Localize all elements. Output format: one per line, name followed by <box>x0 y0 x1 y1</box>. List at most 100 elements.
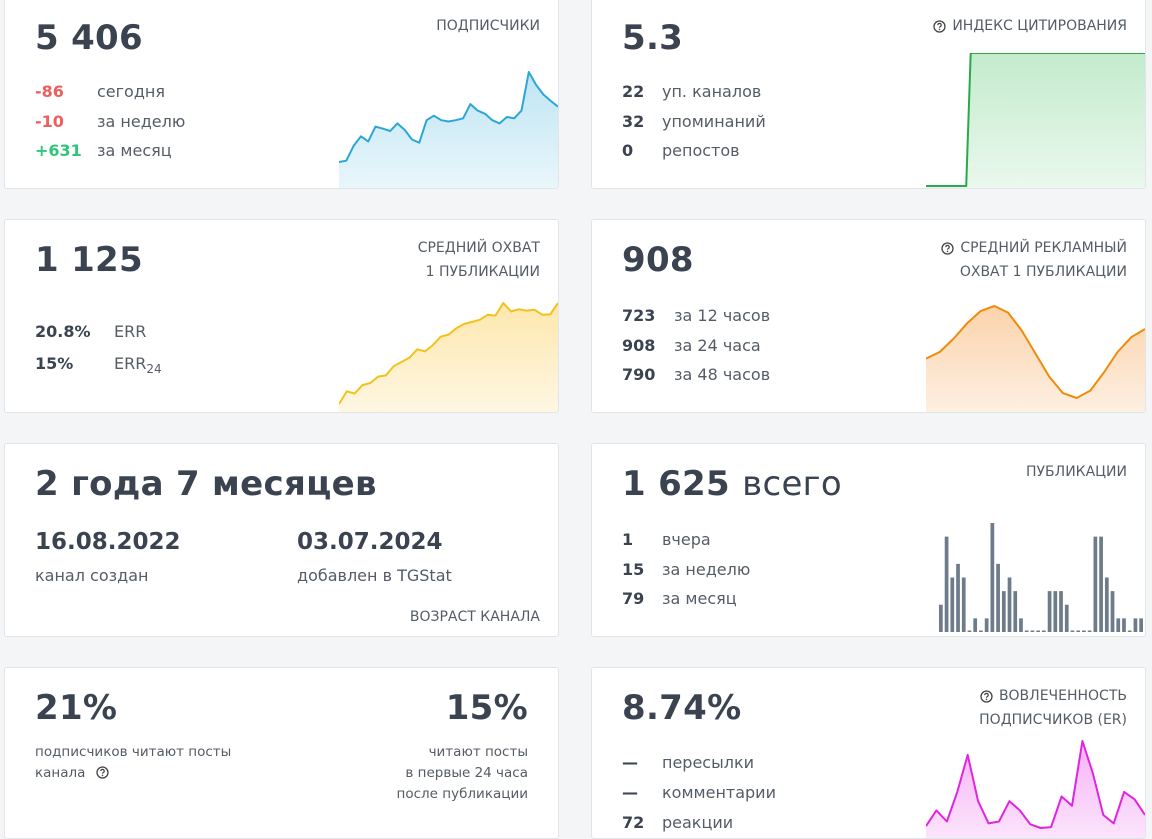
bar <box>1127 630 1132 632</box>
bar <box>1042 630 1046 632</box>
sparkline-line <box>926 53 1145 187</box>
label: комментарии <box>662 783 776 802</box>
card: 5 406 ПОДПИСЧИКИ -86 сегодня -10 за неделю +63… <box>4 0 559 189</box>
stat-label: сегодня <box>97 82 165 102</box>
stat-value: 908 <box>622 335 656 355</box>
title-text: СРЕДНИЙ ОХВАТ <box>417 240 540 256</box>
date-value: 16.08.2022 <box>35 529 181 555</box>
description-line: подписчиков читают посты <box>35 742 231 762</box>
help-icon[interactable] <box>980 689 993 703</box>
bar <box>1001 591 1006 632</box>
bar <box>1099 536 1103 632</box>
help-icon[interactable] <box>941 241 954 255</box>
stat-value: 79 <box>622 589 645 608</box>
metric-value: 5 406 <box>35 18 143 58</box>
sparkline-area <box>926 306 1145 412</box>
card-title: ВОВЛЕЧЕННОСТЬ <box>980 686 1127 706</box>
value: 1 125 <box>35 240 143 280</box>
metric-value: 5.3 <box>622 18 683 58</box>
metric-value: 8.74% <box>622 688 741 728</box>
stat-value: 20.8% <box>35 322 91 341</box>
label-sub: 24 <box>146 362 162 377</box>
label: пересылки <box>662 753 755 772</box>
card-title: ВОЗРАСТ КАНАЛА <box>409 609 540 625</box>
stat-value: — <box>622 783 638 802</box>
stat-value: 32 <box>622 111 645 131</box>
label: ERR <box>114 354 147 373</box>
bar <box>1087 630 1092 632</box>
description-line: после публикации <box>397 784 528 804</box>
stat-label: за месяц <box>662 589 737 609</box>
bar <box>950 577 955 632</box>
help-icon[interactable] <box>96 766 109 779</box>
stat-label: ERR <box>114 322 146 342</box>
card: 21% подписчиков читают посты канала 15% чит… <box>4 667 559 839</box>
bar <box>1036 630 1040 632</box>
date-label: добавлен в TGStat <box>297 566 452 585</box>
bar <box>1116 618 1121 632</box>
sparkline <box>339 71 558 188</box>
stat-label: ERR24 <box>114 354 162 379</box>
value: 8.74% <box>622 688 742 728</box>
stat-value: — <box>622 753 638 772</box>
percent-value: 21% <box>35 688 118 728</box>
stat-value: 723 <box>622 306 656 325</box>
stat-label: комментарии <box>662 783 776 803</box>
sparkline-area <box>926 53 1145 188</box>
label: упоминаний <box>662 111 766 131</box>
bar <box>1047 591 1052 632</box>
bar <box>1122 618 1126 632</box>
metric-value: 908 <box>622 240 694 280</box>
sparkline <box>926 305 1145 412</box>
stat-label: за 12 часов <box>674 306 770 326</box>
bar <box>979 630 983 632</box>
description-text: читают посты <box>428 744 528 760</box>
bar <box>1013 591 1018 632</box>
card: 1 125 СРЕДНИЙ ОХВАТ 1 ПУБЛИКАЦИИ 20.8% ERR 15… <box>4 219 559 413</box>
card-title: СРЕДНИЙ ОХВАТ <box>418 238 540 258</box>
stat-label: за 48 часов <box>674 365 770 385</box>
stat-label: вчера <box>662 530 711 550</box>
stat-value: 0 <box>622 141 634 160</box>
title-text: ПОДПИСЧИКОВ (ER) <box>979 712 1127 728</box>
percent-value: 15% <box>445 688 528 728</box>
sparkline <box>926 53 1145 188</box>
label: уп. каналов <box>662 82 762 101</box>
label: сегодня <box>97 82 165 101</box>
title-text: ПУБЛИКАЦИИ <box>1026 464 1127 480</box>
stat-value: 72 <box>622 813 645 832</box>
card: 2 года 7 месяцев 16.08.2022 канал создан 03… <box>4 443 559 637</box>
help-icon[interactable] <box>933 19 946 33</box>
bar <box>1053 591 1058 632</box>
bar <box>990 523 995 632</box>
title-text: ВОВЛЕЧЕННОСТЬ <box>998 688 1127 704</box>
card: 908 СРЕДНИЙ РЕКЛАМНЫЙ ОХВАТ 1 ПУБЛИКАЦИИ 72… <box>591 219 1146 413</box>
page: (() => { const data = JSON.parse(documen… <box>4 0 1146 839</box>
bar <box>1070 630 1075 632</box>
label: реакции <box>662 813 734 832</box>
sparkline-line <box>339 71 558 163</box>
metric-value: 1 125 <box>35 240 143 280</box>
description-line: читают посты <box>429 742 528 762</box>
stat-label: упоминаний <box>662 112 766 132</box>
label: за неделю <box>97 111 186 131</box>
label: репостов <box>662 141 740 160</box>
stat-label: за неделю <box>97 112 185 132</box>
card: 5.3 ИНДЕКС ЦИТИРОВАНИЯ 22 уп. каналов 32 упом… <box>591 0 1146 189</box>
stat-value: 15 <box>622 559 645 579</box>
description-text: канала <box>35 765 86 781</box>
stat-label: реакции <box>662 813 733 833</box>
stat-value: -86 <box>35 82 64 101</box>
label: за 12 часов <box>674 306 771 325</box>
stat-label: за 24 часа <box>674 336 761 356</box>
description-text: в первые 24 часа <box>405 765 528 781</box>
bar <box>1019 618 1023 632</box>
bar <box>944 536 949 632</box>
card-title: 1 ПУБЛИКАЦИИ <box>426 262 540 282</box>
label: за 24 часа <box>674 335 761 355</box>
stat-label: за неделю <box>662 560 750 580</box>
label: ERR <box>114 322 147 341</box>
title-text: ИНДЕКС ЦИТИРОВАНИЯ <box>952 18 1127 34</box>
bar <box>967 630 972 632</box>
stat-label: пересылки <box>662 753 754 773</box>
